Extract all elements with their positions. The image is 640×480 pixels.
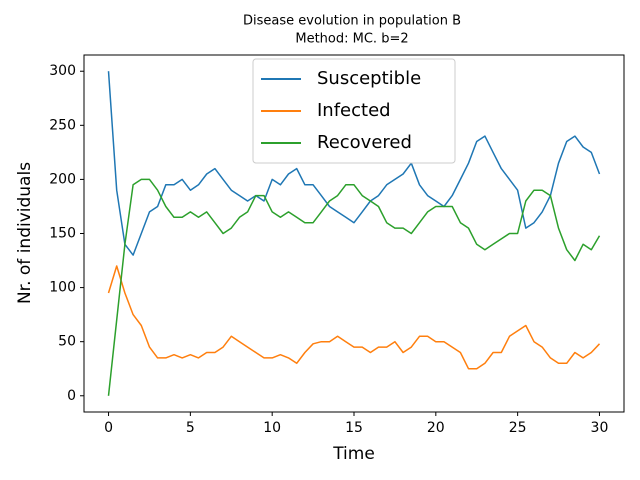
plot-frame (83, 54, 625, 413)
data-line (107, 178, 601, 396)
chart-subtitle: Method: MC. b=2 (295, 32, 408, 47)
x-tick-label: 25 (509, 420, 527, 436)
x-tick-label: 10 (263, 420, 281, 436)
y-tick-label: 0 (67, 388, 76, 404)
y-tick-label: 50 (58, 334, 76, 350)
legend-box (252, 58, 456, 164)
y-tick-label: 100 (49, 280, 76, 296)
y-axis-label: Nr. of individuals (15, 162, 35, 304)
legend-label: Susceptible (317, 68, 421, 89)
y-tick-label: 150 (49, 226, 76, 242)
legend-label: Recovered (317, 132, 412, 153)
y-tick-label: 250 (49, 117, 76, 133)
x-tick-label: 30 (591, 420, 609, 436)
x-tick-label: 5 (186, 420, 195, 436)
y-tick-label: 300 (49, 63, 76, 79)
data-line (107, 265, 601, 370)
data-line (107, 71, 601, 256)
chart-title: Disease evolution in population B (243, 14, 461, 29)
y-tick-label: 200 (49, 171, 76, 187)
legend-label: Infected (317, 100, 391, 121)
x-tick-label: 0 (104, 420, 113, 436)
x-tick-label: 20 (427, 420, 445, 436)
x-axis-label: Time (332, 444, 375, 464)
x-tick-label: 15 (345, 420, 363, 436)
